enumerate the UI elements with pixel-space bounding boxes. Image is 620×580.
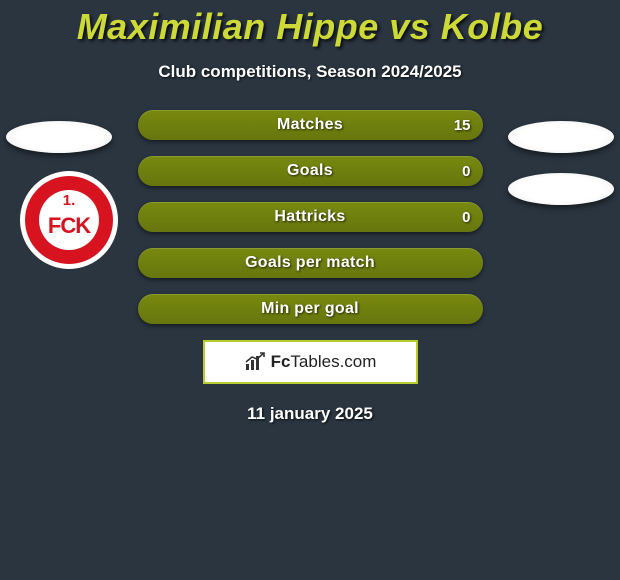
stats-column: Matches 15 Goals 0 Hattricks 0 Goals per… <box>138 110 483 324</box>
page-title: Maximilian Hippe vs Kolbe <box>0 0 620 48</box>
page-subtitle: Club competitions, Season 2024/2025 <box>0 62 620 82</box>
stat-right-value: 0 <box>462 202 470 232</box>
brand-right: Tables <box>290 352 339 371</box>
svg-text:1.: 1. <box>63 192 76 209</box>
chart-icon <box>244 352 266 372</box>
brand-domain: .com <box>340 352 377 371</box>
stat-row-hattricks: Hattricks 0 <box>138 202 483 232</box>
club-logo: 1. FCK <box>19 170 119 270</box>
brand-badge: FcTables.com <box>203 340 418 384</box>
stat-label: Hattricks <box>274 208 345 226</box>
date-line: 11 january 2025 <box>0 404 620 424</box>
brand-text: FcTables.com <box>271 352 377 372</box>
stat-row-matches: Matches 15 <box>138 110 483 140</box>
stat-right-value: 0 <box>462 156 470 186</box>
stat-label: Goals per match <box>245 254 375 272</box>
stat-right-value: 15 <box>454 110 471 140</box>
player-right-badge <box>508 121 614 153</box>
player-left-badge <box>6 121 112 153</box>
stat-row-goals: Goals 0 <box>138 156 483 186</box>
player-right-badge-2 <box>508 173 614 205</box>
svg-text:FCK: FCK <box>48 213 91 238</box>
brand-left: Fc <box>271 352 291 371</box>
stat-label: Min per goal <box>261 300 359 318</box>
stat-row-min-per-goal: Min per goal <box>138 294 483 324</box>
stat-label: Matches <box>277 116 343 134</box>
stat-label: Goals <box>287 162 333 180</box>
stat-row-goals-per-match: Goals per match <box>138 248 483 278</box>
